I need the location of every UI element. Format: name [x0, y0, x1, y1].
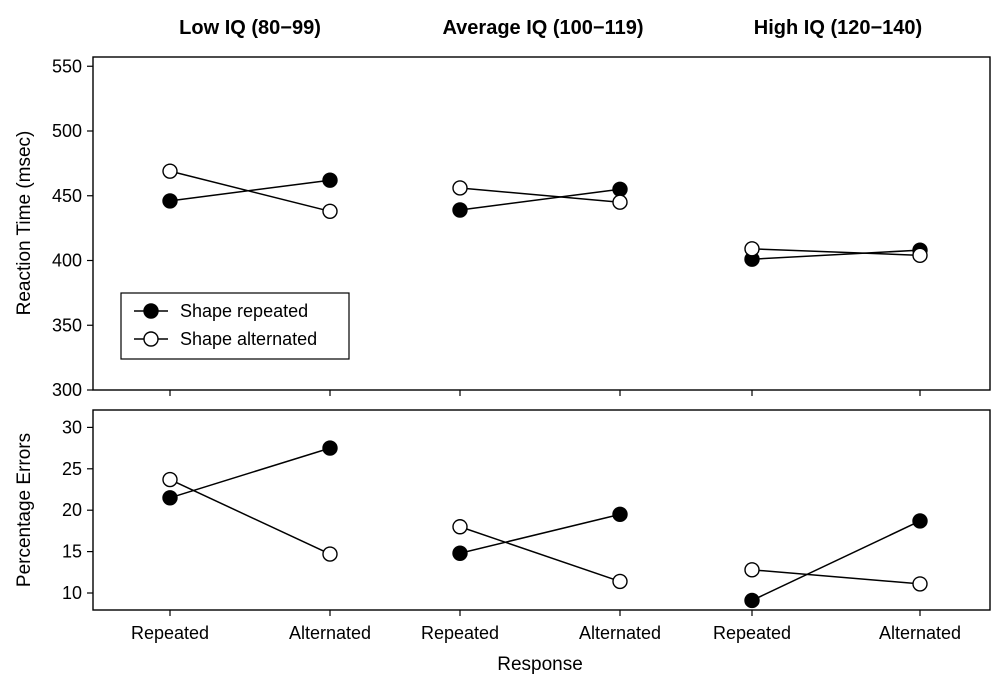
point-shape-repeated: [912, 513, 928, 529]
series-line-shape-alternated: [751, 569, 921, 585]
point-shape-repeated: [322, 440, 338, 456]
y-tick-label: 20: [62, 500, 82, 520]
legend-label-alternated: Shape alternated: [180, 329, 317, 349]
legend-marker-repeated: [143, 303, 159, 319]
errors-panel-frame: [92, 409, 991, 611]
chart-marks: 300 350 400 450 500 550 10 15 20 25 30 Repeated Alte…: [52, 56, 961, 643]
legend-marker-alternated: [143, 331, 159, 347]
point-shape-repeated: [612, 506, 628, 523]
point-shape-repeated: [452, 545, 468, 561]
point-shape-repeated: [744, 592, 760, 609]
y-tick-label: 30: [62, 417, 82, 437]
group-title-high-iq: High IQ (120−140): [754, 17, 922, 39]
y-tick-label: 25: [62, 459, 82, 479]
x-tick-label: Repeated: [421, 623, 499, 643]
legend: Shape repeated Shape alternated: [120, 292, 350, 360]
y-tick-label: 500: [52, 121, 82, 141]
point-shape-repeated: [452, 202, 468, 218]
x-tick-label: Repeated: [131, 623, 209, 643]
series-line-shape-repeated: [751, 249, 921, 260]
series-line-shape-alternated: [751, 248, 921, 257]
y-tick-label: 550: [52, 56, 82, 76]
group-title-average-iq: Average IQ (100−119): [442, 17, 643, 39]
point-shape-alternated: [162, 471, 178, 488]
point-shape-alternated: [744, 241, 760, 257]
point-shape-alternated: [452, 180, 468, 196]
y-tick-label: 300: [52, 380, 82, 400]
x-tick-label: Alternated: [879, 623, 961, 643]
series-line-shape-repeated: [169, 447, 331, 499]
y-tick-label: 450: [52, 186, 82, 206]
x-axis-label: Response: [497, 654, 583, 675]
series-line-shape-repeated: [751, 520, 921, 602]
point-shape-repeated: [162, 490, 178, 506]
point-shape-alternated: [612, 194, 628, 210]
y-tick-label: 10: [62, 583, 82, 603]
legend-box: [120, 292, 350, 360]
series-line-shape-alternated: [169, 170, 331, 213]
series-line-shape-repeated: [459, 188, 621, 211]
point-shape-alternated: [162, 163, 178, 179]
point-shape-alternated: [612, 573, 628, 590]
errors-y-axis-label: Percentage Errors: [14, 433, 35, 587]
x-tick-label: Alternated: [579, 623, 661, 643]
y-tick-label: 15: [62, 542, 82, 562]
point-shape-repeated: [322, 172, 338, 188]
series-line-shape-alternated: [459, 526, 621, 583]
point-shape-repeated: [612, 181, 628, 197]
series-line-shape-alternated: [169, 478, 331, 555]
point-shape-alternated: [452, 519, 468, 535]
y-tick-label: 350: [52, 315, 82, 335]
point-shape-alternated: [322, 203, 338, 219]
series-line-shape-alternated: [459, 187, 621, 203]
group-title-low-iq: Low IQ (80−99): [179, 17, 321, 39]
point-shape-alternated: [744, 562, 760, 578]
point-shape-alternated: [912, 247, 928, 264]
rt-y-axis-label: Reaction Time (msec): [14, 131, 35, 316]
x-tick-label: Repeated: [713, 623, 791, 643]
rt-panel-frame: [92, 56, 991, 391]
series-line-shape-repeated: [459, 513, 621, 554]
x-tick-label: Alternated: [289, 623, 371, 643]
point-shape-alternated: [912, 576, 928, 592]
legend-label-repeated: Shape repeated: [180, 301, 308, 321]
point-shape-alternated: [322, 546, 338, 562]
point-shape-repeated: [162, 193, 178, 209]
y-tick-label: 400: [52, 251, 82, 271]
